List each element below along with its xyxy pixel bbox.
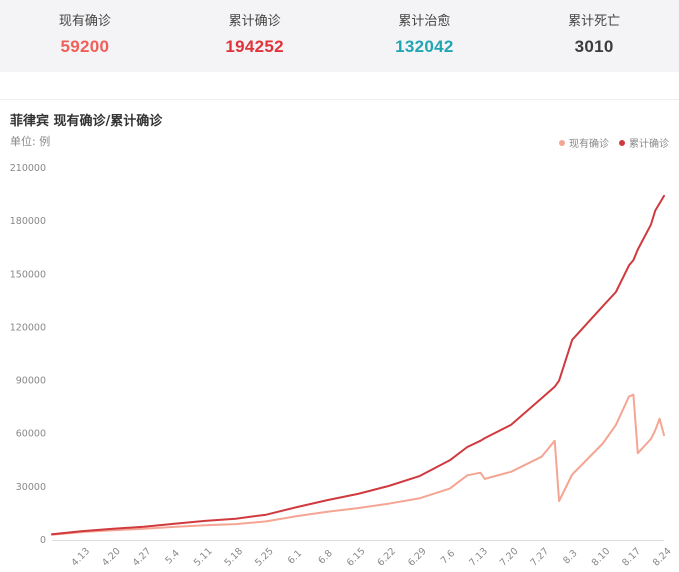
stat-value: 194252 — [225, 37, 284, 56]
stat-total-confirmed: 累计确诊 194252 — [170, 0, 340, 72]
x-tick-label: 5.18 — [222, 546, 245, 569]
x-tick-label: 8.3 — [561, 548, 579, 566]
x-tick-label: 6.29 — [406, 546, 429, 569]
stat-label: 现有确诊 — [58, 14, 111, 29]
x-tick-label: 7.20 — [498, 546, 521, 569]
x-tick-label: 8.24 — [651, 546, 674, 569]
stat-label: 累计治愈 — [398, 14, 451, 29]
chart-unit-label: 单位: 例 — [10, 135, 51, 148]
x-tick-label: 6.22 — [375, 546, 398, 569]
series-line-total-confirmed — [51, 194, 665, 536]
x-tick-label: 6.8 — [316, 548, 334, 566]
legend-item-total[interactable]: 累计确诊 — [619, 135, 669, 150]
y-tick-label: 0 — [40, 535, 46, 546]
stat-label: 累计确诊 — [228, 14, 281, 29]
x-tick-label: 8.17 — [620, 546, 643, 569]
summary-stats: 现有确诊 59200 累计确诊 194252 累计治愈 132042 累计死亡 … — [0, 0, 679, 72]
stat-value: 132042 — [395, 37, 454, 56]
legend-label: 现有确诊 — [569, 139, 609, 150]
x-tick-label: 5.4 — [163, 548, 181, 566]
chart-legend: 现有确诊 累计确诊 — [549, 135, 669, 150]
y-tick-label: 90000 — [16, 376, 46, 387]
x-tick-label: 7.27 — [528, 546, 551, 569]
y-tick-label: 150000 — [10, 269, 46, 280]
y-tick-label: 120000 — [10, 322, 46, 333]
x-tick-label: 6.1 — [286, 548, 304, 566]
stat-label: 累计死亡 — [568, 14, 621, 29]
section-divider — [0, 99, 679, 100]
x-tick-label: 7.6 — [439, 548, 457, 566]
x-tick-label: 5.25 — [253, 546, 276, 569]
legend-dot-icon — [559, 139, 565, 146]
y-tick-label: 210000 — [10, 163, 46, 174]
stat-value: 3010 — [574, 37, 614, 56]
x-tick-label: 5.11 — [192, 546, 215, 569]
x-tick-label: 4.27 — [131, 546, 154, 569]
series-line-current-confirmed — [51, 393, 665, 536]
x-tick-label: 8.10 — [590, 546, 613, 569]
legend-dot-icon — [619, 139, 625, 146]
stat-total-deaths: 累计死亡 3010 — [509, 0, 679, 72]
legend-label: 累计确诊 — [629, 139, 669, 150]
x-tick-label: 7.13 — [467, 546, 490, 569]
legend-item-current[interactable]: 现有确诊 — [559, 135, 609, 150]
x-tick-label: 6.15 — [345, 546, 368, 569]
stat-total-recovered: 累计治愈 132042 — [340, 0, 510, 72]
stat-current-confirmed: 现有确诊 59200 — [0, 0, 170, 72]
y-tick-label: 60000 — [16, 429, 46, 440]
x-tick-label: 4.20 — [100, 546, 123, 569]
y-tick-label: 180000 — [10, 216, 46, 227]
chart-title: 菲律宾 现有确诊/累计确诊 — [10, 114, 163, 129]
x-tick-label: 4.13 — [69, 546, 92, 569]
stat-value: 59200 — [60, 37, 110, 56]
y-tick-label: 30000 — [16, 482, 46, 493]
